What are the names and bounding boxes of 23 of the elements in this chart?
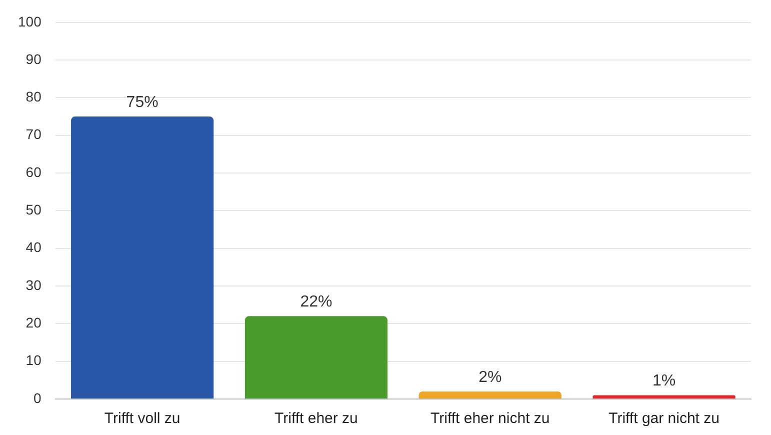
bar <box>244 316 388 398</box>
y-tick-label: 90 <box>26 50 42 67</box>
y-tick-label: 40 <box>26 239 42 256</box>
y-tick-label: 30 <box>26 276 42 293</box>
bar <box>418 391 562 398</box>
data-label: 2% <box>478 368 502 386</box>
y-tick-label: 80 <box>26 88 42 105</box>
y-tick-label: 20 <box>26 314 42 331</box>
y-tick-label: 100 <box>18 13 42 30</box>
x-tick-label: Trifft eher nicht zu <box>430 410 550 428</box>
x-tick-label: Trifft voll zu <box>104 410 180 428</box>
y-tick-label: 70 <box>26 126 42 142</box>
data-label: 22% <box>300 294 332 311</box>
bar <box>71 116 214 398</box>
y-tick-label: 50 <box>26 202 42 218</box>
data-label: 75% <box>126 94 158 111</box>
y-tick-label: 0 <box>34 390 42 406</box>
y-tick-label: 60 <box>26 164 42 180</box>
data-label: 1% <box>652 372 676 390</box>
x-tick-label: Trifft eher zu <box>274 410 358 428</box>
y-tick-label: 10 <box>26 352 42 368</box>
bar <box>592 395 736 398</box>
x-tick-label: Trifft gar nicht zu <box>608 410 720 428</box>
